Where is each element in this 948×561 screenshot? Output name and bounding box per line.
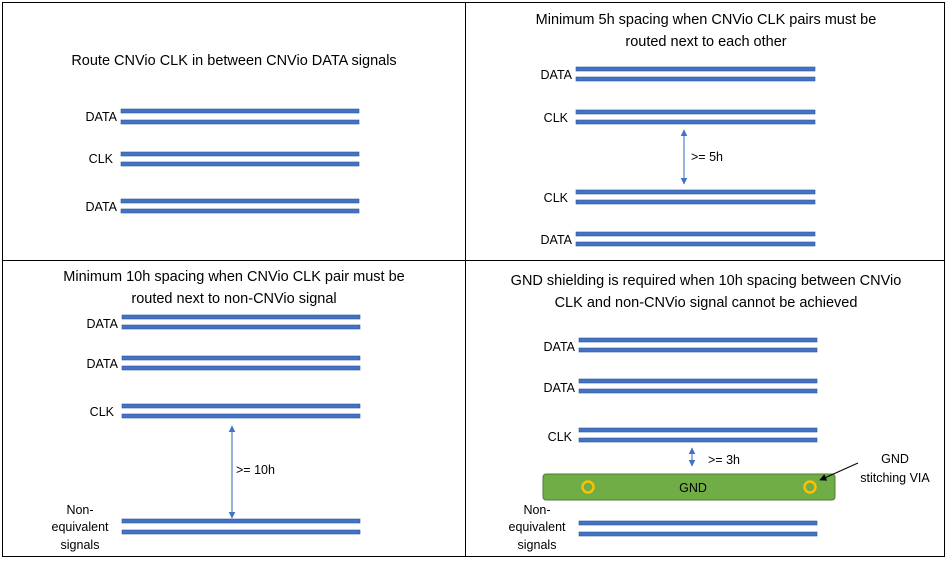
panel-caption-line1: GND shielding is required when 10h spaci…: [511, 273, 902, 289]
trace-line: [575, 76, 816, 82]
panel-top-right: Minimum 5h spacing when CNVio CLK pairs …: [536, 12, 877, 247]
trace-pair-data: [578, 337, 818, 353]
trace-line: [121, 365, 361, 371]
trace-label: DATA: [541, 68, 573, 82]
panel-caption-line2: routed next to non-CNVio signal: [131, 291, 336, 307]
trace-pair-data: [120, 198, 360, 214]
trace-pair-non-equivalent: [121, 518, 361, 535]
trace-label: DATA: [544, 340, 576, 354]
panel-caption-line1: Minimum 10h spacing when CNVio CLK pair …: [63, 269, 404, 285]
trace-label: DATA: [86, 200, 118, 214]
trace-line: [120, 108, 360, 114]
spacing-label: >= 3h: [708, 453, 740, 467]
trace-pair-data: [578, 378, 818, 394]
trace-line: [578, 531, 818, 537]
trace-line: [120, 119, 360, 125]
trace-pair-clk: [121, 403, 361, 419]
non-equivalent-label-line3: signals: [518, 538, 557, 552]
trace-line: [121, 518, 361, 524]
trace-pair-data: [121, 355, 361, 371]
trace-line: [575, 241, 816, 247]
trace-line: [575, 66, 816, 72]
trace-pair-non-equivalent: [578, 520, 818, 537]
trace-line: [121, 403, 361, 409]
trace-pair-data: [575, 66, 816, 82]
trace-label: DATA: [86, 110, 118, 124]
trace-line: [575, 199, 816, 205]
trace-pair-clk: [575, 189, 816, 205]
trace-line: [578, 337, 818, 343]
non-equivalent-label-line3: signals: [61, 538, 100, 552]
trace-pair-clk: [575, 109, 816, 125]
spacing-label: >= 10h: [236, 463, 275, 477]
non-equivalent-label-line2: equivalent: [509, 520, 567, 534]
panel-bottom-right: GND shielding is required when 10h spaci…: [509, 273, 931, 552]
trace-label: CLK: [90, 405, 115, 419]
trace-line: [578, 520, 818, 526]
gnd-shield-plane: [542, 473, 836, 501]
trace-line: [575, 189, 816, 195]
trace-line: [575, 119, 816, 125]
trace-line: [121, 413, 361, 419]
via-callout-arrow: [819, 462, 859, 481]
trace-line: [578, 388, 818, 394]
trace-pair-clk: [578, 427, 818, 443]
trace-line: [121, 529, 361, 535]
trace-pair-clk: [120, 151, 360, 167]
panel-caption-line2: routed next to each other: [625, 34, 786, 50]
gnd-plane-label: GND: [679, 481, 707, 495]
stitching-via-left: [581, 480, 595, 494]
trace-line: [578, 427, 818, 433]
via-callout-line2: stitching VIA: [860, 471, 930, 485]
non-equivalent-label-line1: Non-: [66, 503, 93, 517]
trace-line: [120, 161, 360, 167]
non-equivalent-label-line2: equivalent: [52, 520, 110, 534]
trace-line: [120, 198, 360, 204]
via-callout-line1: GND: [881, 452, 909, 466]
trace-line: [121, 314, 361, 320]
trace-label: DATA: [544, 381, 576, 395]
panel-caption: Route CNVio CLK in between CNVio DATA si…: [71, 53, 396, 69]
trace-pair-data: [120, 108, 360, 125]
panel-bottom-left: Minimum 10h spacing when CNVio CLK pair …: [52, 269, 405, 552]
non-equivalent-label-line1: Non-: [523, 503, 550, 517]
trace-line: [121, 324, 361, 330]
trace-line: [121, 355, 361, 361]
trace-line: [578, 437, 818, 443]
panel-top-left: Route CNVio CLK in between CNVio DATA si…: [71, 53, 396, 214]
trace-line: [575, 231, 816, 237]
trace-line: [120, 208, 360, 214]
spacing-label: >= 5h: [691, 150, 723, 164]
trace-pair-data: [121, 314, 361, 330]
panel-caption-line2: CLK and non-CNVio signal cannot be achie…: [555, 295, 858, 311]
trace-label: CLK: [89, 152, 114, 166]
trace-label: CLK: [544, 191, 569, 205]
trace-label: DATA: [541, 233, 573, 247]
trace-line: [120, 151, 360, 157]
trace-label: DATA: [87, 357, 119, 371]
trace-line: [575, 109, 816, 115]
trace-label: CLK: [544, 111, 569, 125]
trace-pair-data: [575, 231, 816, 247]
trace-line: [578, 378, 818, 384]
trace-line: [578, 347, 818, 353]
stitching-via-right: [803, 480, 817, 494]
trace-label: DATA: [87, 317, 119, 331]
trace-label: CLK: [548, 430, 573, 444]
panel-caption-line1: Minimum 5h spacing when CNVio CLK pairs …: [536, 12, 877, 28]
